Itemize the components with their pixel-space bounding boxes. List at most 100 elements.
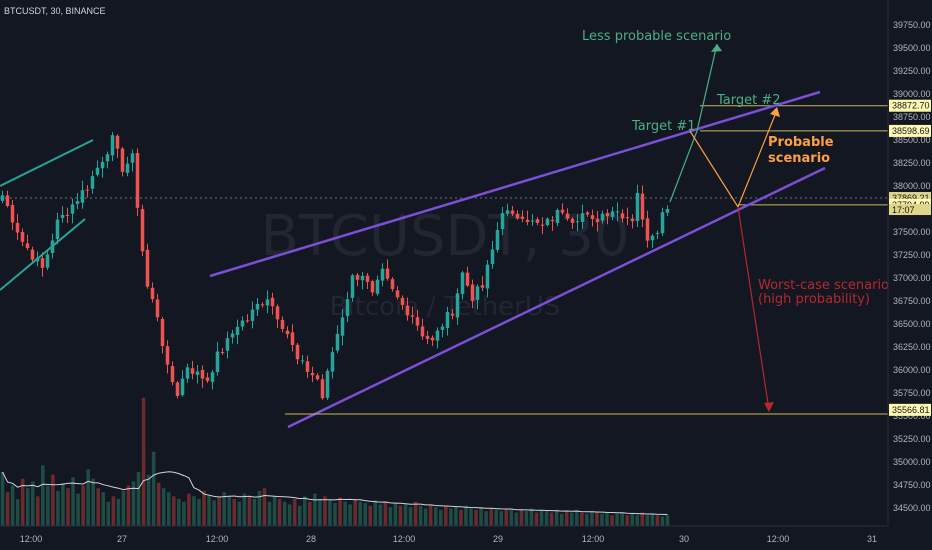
candle-body: [75, 201, 80, 204]
x-tick-label: 31: [867, 534, 877, 544]
candle-body: [475, 286, 480, 300]
volume-bar: [101, 492, 106, 526]
y-tick-label: 36000.00: [893, 365, 931, 375]
candle-body: [65, 214, 70, 216]
candle-body: [360, 275, 365, 281]
volume-bar: [207, 494, 211, 526]
candle-body: [500, 213, 505, 229]
volume-bar: [484, 511, 488, 526]
candle-body: [100, 161, 105, 169]
y-tick-label: 39250.00: [893, 66, 931, 76]
candle-body: [60, 214, 65, 218]
volume-bar: [625, 515, 629, 526]
x-tick-label: 12:00: [767, 534, 790, 544]
candle-body: [625, 217, 630, 219]
volume-bar: [580, 512, 584, 526]
volume-bar: [474, 509, 478, 526]
volume-bar: [5, 492, 10, 526]
y-tick-label: 35500.00: [893, 411, 931, 421]
volume-bar: [257, 490, 262, 526]
volume-bar: [328, 500, 332, 526]
worst-case-path: [737, 206, 770, 411]
volume-bar: [222, 492, 226, 526]
volume-bar: [534, 512, 539, 526]
volume-bar: [650, 513, 655, 526]
candle-body: [470, 284, 475, 301]
volume-bar: [292, 499, 297, 526]
candle-body: [295, 344, 300, 360]
channel-upper-line: [209, 90, 821, 278]
volume-bar: [51, 474, 55, 526]
volume-bar: [504, 508, 509, 526]
price-tag-bg: [889, 99, 931, 112]
volume-bar: [318, 499, 322, 526]
volume-bar: [46, 485, 50, 526]
volume-bar: [590, 511, 594, 526]
candle-body: [305, 361, 310, 372]
candle-body: [345, 299, 350, 317]
volume-bar: [645, 515, 650, 526]
volume-bar: [454, 507, 458, 526]
volume-bar: [15, 499, 20, 526]
volume-bar: [252, 499, 257, 526]
volume-bar: [635, 515, 640, 526]
annotation-probable-line2: scenario: [768, 151, 830, 166]
candle-body: [600, 213, 605, 221]
candle-body: [440, 326, 445, 330]
volume-bar: [308, 501, 312, 526]
y-tick-label: 37000.00: [893, 273, 931, 283]
candle-body: [280, 319, 285, 329]
volume-bar: [433, 507, 438, 526]
annotation-target-1: Target #1: [631, 119, 696, 134]
candle-body: [560, 209, 565, 213]
candle-body: [135, 153, 140, 208]
candle-body: [610, 211, 615, 217]
x-tick-label: 12:00: [20, 534, 43, 544]
worst-case-arrowhead: [764, 402, 774, 412]
candle-body: [415, 317, 420, 326]
candle-body: [215, 351, 220, 373]
candle-body: [435, 330, 440, 341]
candle-body: [450, 313, 455, 316]
volume-bar: [217, 497, 221, 526]
volume-bar: [428, 504, 433, 526]
chart-title: BTCUSDT, 30, BINANCE: [4, 6, 106, 16]
less-probable-arrowhead: [711, 44, 722, 52]
volume-bar: [121, 490, 126, 526]
volume-bar: [479, 507, 483, 526]
y-tick-label: 37500.00: [893, 227, 931, 237]
candle-body: [665, 208, 670, 213]
volume-bar: [600, 513, 604, 526]
volume-bar: [549, 512, 554, 526]
candle-body: [120, 148, 125, 172]
x-axis[interactable]: 12:00 27 12:00 28 12:00 29 12:00 30 12:00 31: [20, 534, 877, 544]
volume-bar: [313, 493, 317, 526]
y-axis[interactable]: 34500.00 34750.00 35000.00 35250.00 35500.00…: [893, 20, 931, 513]
y-tick-label: 38250.00: [893, 158, 931, 168]
price-tag-bg: [889, 403, 931, 416]
candle-body: [315, 375, 320, 380]
volume-bar: [126, 485, 131, 526]
candle-body: [380, 268, 385, 281]
y-tick-label: 34750.00: [893, 480, 931, 490]
candle-body: [265, 299, 270, 306]
volume-bar: [242, 493, 247, 526]
volume-bar: [660, 516, 665, 526]
volume-bar: [343, 501, 347, 526]
candle-body: [660, 212, 665, 234]
candle-body: [520, 216, 525, 219]
candle-body: [185, 367, 190, 379]
volume-bar: [91, 478, 95, 526]
candle-body: [115, 135, 120, 149]
volume-bar: [620, 512, 624, 526]
volume-bar: [10, 485, 15, 526]
candle-body: [290, 332, 295, 346]
volume-bar: [116, 499, 121, 526]
volume-bar: [282, 501, 287, 526]
volume-bar: [423, 508, 428, 526]
candle-body: [535, 219, 540, 223]
volume-bar: [444, 505, 448, 526]
candle-body: [605, 213, 610, 217]
candle-body: [165, 346, 170, 365]
